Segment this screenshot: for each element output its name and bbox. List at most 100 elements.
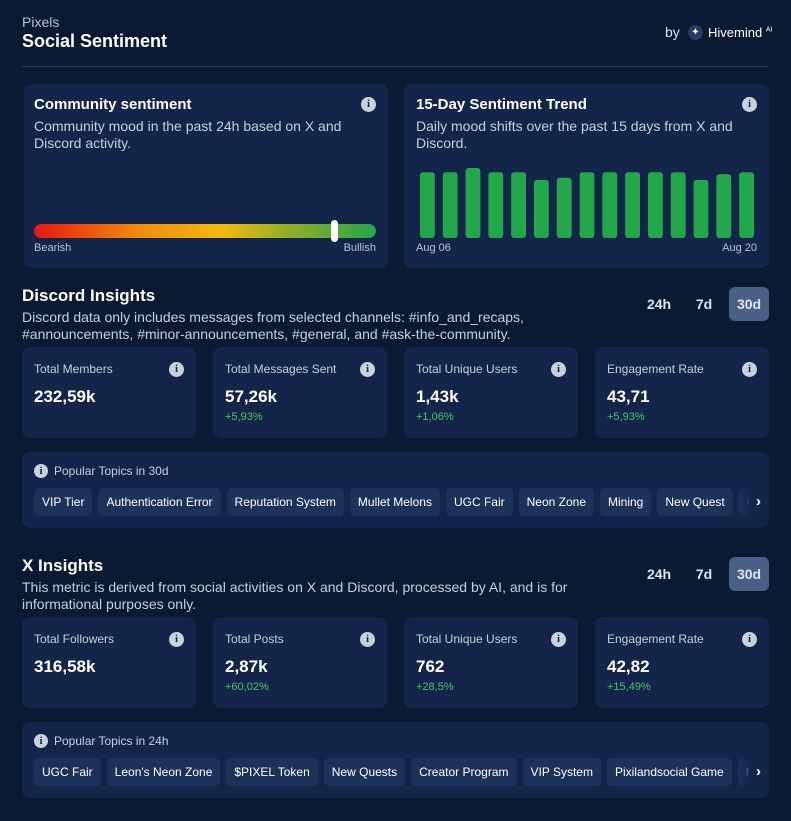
topic-list: UGC Fair Leon's Neon Zone $PIXEL Token New …	[34, 758, 757, 786]
topic-chip[interactable]: VIP System	[522, 758, 601, 786]
stat-change: +1,06%	[416, 411, 454, 423]
stat-label: Engagement Rate	[607, 632, 704, 646]
info-icon[interactable]: i	[742, 632, 757, 647]
topic-chip[interactable]: Authentication Error	[98, 488, 221, 516]
period-button[interactable]: 24h	[646, 566, 672, 582]
stat-label: Total Followers	[34, 632, 115, 646]
info-icon[interactable]: i	[551, 632, 566, 647]
trend-bar	[693, 179, 709, 238]
trend-bar	[648, 172, 663, 238]
start-label: Aug 06	[416, 242, 451, 254]
section-description: Discord data only includes messages from…	[22, 309, 524, 342]
info-icon[interactable]: i	[360, 362, 375, 377]
stat-value: 43,71	[607, 387, 650, 406]
stat-label: Total Posts	[225, 632, 284, 646]
topic-chip[interactable]: Creator Program	[411, 758, 517, 786]
stat-value: 1,43k	[416, 387, 459, 406]
topic-chip[interactable]: UGC Fair	[445, 488, 513, 516]
stat-value: 57,26k	[225, 387, 277, 406]
stat-card: Engagement Rate i 43,71 +5,93%	[595, 347, 769, 438]
info-icon[interactable]: i	[34, 464, 48, 478]
trend-bar	[511, 172, 526, 238]
topic-chip[interactable]: Neon Zone	[518, 488, 594, 516]
stat-card: Total Unique Users i 1,43k +1,06%	[404, 347, 578, 438]
brand-name: Hivemind AI	[708, 25, 772, 40]
topic-chip[interactable]: Pixilandsocial Game	[606, 758, 732, 786]
scroll-arrow[interactable]: ›	[739, 488, 761, 516]
section-description: This metric is derived from social activ…	[22, 579, 568, 612]
stat-label: Total Unique Users	[416, 362, 518, 376]
info-icon[interactable]: i	[742, 362, 757, 377]
stat-change: +60,02%	[225, 681, 269, 693]
topic-chip[interactable]: New Quest	[657, 488, 733, 516]
info-icon[interactable]: i	[742, 97, 757, 112]
stat-change: +15,49%	[607, 681, 651, 693]
period-button[interactable]: 7d	[695, 296, 713, 312]
sentiment-gauge	[34, 220, 376, 242]
info-icon[interactable]: i	[360, 632, 375, 647]
stat-card: Total Posts i 2,87k +60,02%	[213, 617, 387, 708]
stat-value: 42,82	[607, 657, 650, 676]
trend-bar	[465, 168, 481, 238]
period-button[interactable]: 7d	[695, 566, 713, 582]
stat-change: +28,5%	[416, 681, 454, 693]
stat-card: Engagement Rate i 42,82 +15,49%	[595, 617, 769, 708]
trend-bar	[625, 172, 640, 238]
info-icon[interactable]: i	[34, 734, 48, 748]
trend-bar	[739, 172, 754, 238]
topic-chip[interactable]: Reputation System	[226, 488, 344, 516]
topics-card: i Popular Topics in 30d VIP Tier Authentica…	[22, 452, 769, 528]
info-icon[interactable]: i	[361, 97, 376, 112]
section-title: X Insights	[22, 556, 104, 575]
info-icon[interactable]: i	[169, 362, 184, 377]
topic-chip[interactable]: Mullet Melons	[349, 488, 440, 516]
trend-bar	[579, 172, 595, 238]
brand-sup: AI	[765, 26, 773, 34]
topic-chip[interactable]: Mining	[600, 488, 652, 516]
stat-label: Engagement Rate	[607, 362, 704, 376]
period-button[interactable]: 30d	[729, 287, 769, 321]
stat-value: 316,58k	[34, 657, 96, 676]
period-button[interactable]: 24h	[646, 296, 672, 312]
card-title: Community sentiment	[34, 96, 192, 113]
min-label: Bearish	[34, 242, 72, 254]
info-icon[interactable]: i	[551, 362, 566, 377]
stat-value: 2,87k	[225, 657, 268, 676]
topic-list: VIP Tier Authentication Error Reputation S…	[34, 488, 757, 516]
stat-label: Total Unique Users	[416, 632, 518, 646]
card-description: Community mood in the past 24h based on …	[34, 118, 342, 151]
stat-label: Total Members	[34, 362, 113, 376]
stat-card: Total Messages Sent i 57,26k +5,93%	[213, 347, 387, 438]
stat-card: Total Unique Users i 762 +28,5%	[404, 617, 578, 708]
trend-bar	[602, 172, 618, 238]
brand: Hivemind	[708, 25, 763, 40]
section-title: Discord Insights	[22, 286, 156, 305]
end-label: Aug 20	[722, 242, 757, 254]
trend-bar	[716, 174, 732, 238]
card-title: 15-Day Sentiment Trend	[416, 96, 587, 113]
topic-chip[interactable]: New Quests	[323, 758, 406, 786]
topic-chip[interactable]: Leon's Neon Zone	[106, 758, 221, 786]
period-button[interactable]: 30d	[729, 557, 769, 591]
trend-card: 15-Day Sentiment Trend i Daily mood shif…	[404, 84, 769, 268]
stat-change: +5,93%	[225, 411, 263, 423]
trend-bar	[442, 172, 458, 238]
trend-bar	[488, 172, 504, 238]
sentiment-marker	[331, 220, 339, 242]
by-label: by	[665, 24, 680, 40]
topic-chip[interactable]: $PIXEL Token	[226, 758, 318, 786]
topic-chip[interactable]: VIP Tier	[34, 488, 93, 516]
stat-change: +5,93%	[607, 411, 645, 423]
trend-bar	[420, 172, 435, 238]
topic-chip[interactable]: UGC Fair	[34, 758, 101, 786]
stat-card: Total Followers i 316,58k	[22, 617, 196, 708]
topics-title: Popular Topics in 30d	[54, 464, 169, 478]
info-icon[interactable]: i	[169, 632, 184, 647]
divider	[22, 66, 769, 67]
card-description: Daily mood shifts over the past 15 days …	[416, 118, 733, 151]
scroll-arrow[interactable]: ›	[739, 758, 761, 786]
stat-value: 232,59k	[34, 387, 96, 406]
brand-logo: ✦	[688, 25, 703, 40]
trend-bar	[556, 177, 572, 238]
